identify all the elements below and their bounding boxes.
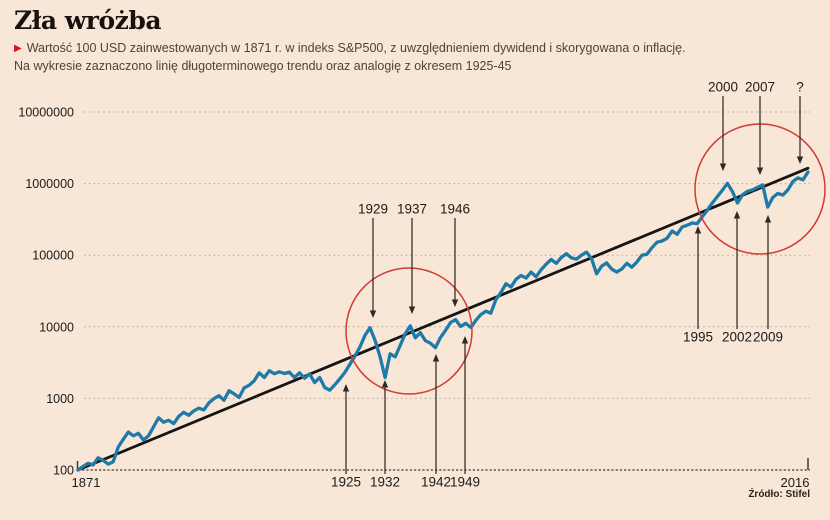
y-tick-label-10000000: 10000000 — [18, 106, 74, 120]
chart-subtitle-line2: Na wykresie zaznaczono linię długotermin… — [14, 59, 512, 73]
annotation-label-1937: 1937 — [397, 202, 427, 217]
annotation-label-1949: 1949 — [450, 475, 480, 490]
annotation-label-1942: 1942 — [421, 475, 451, 490]
annotation-arrowhead-1925 — [342, 384, 350, 392]
annotation-label-1925: 1925 — [331, 475, 361, 490]
highlight-circle-1 — [345, 267, 473, 395]
annotation-label-2002: 2002 — [722, 330, 752, 345]
y-tick-label-1000000: 1000000 — [25, 177, 74, 191]
source-label: Źródło: Stifel — [748, 489, 810, 500]
annotation-arrowhead-2002 — [733, 211, 741, 219]
page-title: Zła wróżba — [14, 6, 162, 35]
annotation-label-2007: 2007 — [745, 80, 775, 95]
annotation-label-?: ? — [796, 80, 804, 95]
chart-subtitle-line1: ▶ Wartość 100 USD zainwestowanych w 1871 … — [14, 41, 686, 56]
y-tick-label-100: 100 — [53, 464, 74, 478]
subtitle-text-1: Wartość 100 USD zainwestowanych w 1871 r… — [26, 41, 686, 55]
annotation-arrowhead-2007 — [756, 167, 764, 175]
annotation-label-1932: 1932 — [370, 475, 400, 490]
x-tick-label-1871: 1871 — [72, 475, 101, 490]
y-tick-label-10000: 10000 — [39, 320, 74, 334]
annotation-label-1929: 1929 — [358, 202, 388, 217]
annotation-label-2009: 2009 — [753, 330, 783, 345]
trend-line — [76, 166, 810, 472]
annotation-label-1946: 1946 — [440, 202, 470, 217]
annotation-arrowhead-1932 — [381, 380, 389, 388]
sp500-series-line — [76, 170, 810, 472]
y-tick-label-100000: 100000 — [32, 249, 74, 263]
annotation-label-2000: 2000 — [708, 80, 738, 95]
annotation-arrowhead-1937 — [408, 306, 416, 314]
annotation-arrowhead-? — [796, 156, 804, 164]
annotation-label-1995: 1995 — [683, 330, 713, 345]
annotation-arrowhead-2009 — [764, 215, 772, 223]
y-tick-label-1000: 1000 — [46, 392, 74, 406]
x-tick-label-2016: 2016 — [781, 475, 810, 490]
bullet-triangle-icon: ▶ — [14, 43, 22, 54]
annotation-arrowhead-1995 — [694, 226, 702, 234]
annotation-arrowhead-1946 — [451, 299, 459, 307]
annotation-arrowhead-1942 — [432, 354, 440, 362]
annotation-arrowhead-1929 — [369, 310, 377, 318]
annotation-arrowhead-2000 — [719, 163, 727, 171]
annotation-arrowhead-1949 — [461, 336, 469, 344]
